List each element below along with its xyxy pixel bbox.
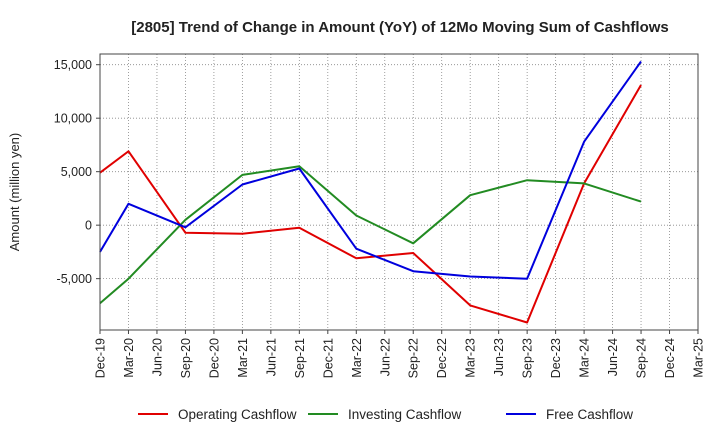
chart-title: [2805] Trend of Change in Amount (YoY) o…: [131, 19, 669, 36]
x-tick-label: Mar-20: [122, 338, 136, 378]
y-tick-label: 10,000: [54, 112, 92, 126]
x-tick-label: Mar-23: [464, 338, 478, 378]
legend-label: Operating Cashflow: [178, 407, 297, 422]
legend-label: Investing Cashflow: [348, 407, 462, 422]
x-tick-label: Sep-22: [407, 338, 421, 378]
x-tick-label: Sep-23: [521, 338, 535, 378]
x-tick-label: Jun-21: [264, 338, 278, 376]
x-tick-label: Dec-24: [663, 338, 677, 378]
y-tick-label: 0: [85, 219, 92, 233]
x-tick-label: Jun-20: [150, 338, 164, 376]
x-tick-label: Dec-22: [435, 338, 449, 378]
x-tick-label: Mar-25: [692, 338, 706, 378]
x-tick-label: Jun-24: [606, 338, 620, 376]
plot-area: [99, 60, 642, 324]
series-line-investing-cashflow: [99, 165, 642, 305]
x-tick-label: Jun-22: [378, 338, 392, 376]
x-tick-label: Dec-23: [549, 338, 563, 378]
x-tick-label: Jun-23: [492, 338, 506, 376]
series-line-free-cashflow: [99, 60, 642, 280]
legend: Operating Cashflow Investing Cashflow Free…: [138, 407, 633, 422]
x-tick-label: Mar-24: [578, 338, 592, 378]
y-tick-label: 5,000: [61, 165, 92, 179]
y-axis-label: Amount (million yen): [7, 133, 22, 252]
x-tick-label: Dec-21: [321, 338, 335, 378]
legend-label: Free Cashflow: [546, 407, 633, 422]
x-axis-ticks: Dec-19 Mar-20 Jun-20 Sep-20 Dec-20 Mar-21 Jun-…: [94, 330, 706, 378]
y-tick-label: 15,000: [54, 58, 92, 72]
legend-item-operating-cashflow: Operating Cashflow: [138, 407, 297, 422]
x-tick-label: Mar-22: [350, 338, 364, 378]
legend-item-investing-cashflow: Investing Cashflow: [308, 407, 462, 422]
x-tick-label: Sep-24: [635, 338, 649, 378]
series-line-operating-cashflow: [99, 84, 642, 324]
x-tick-label: Dec-20: [207, 338, 221, 378]
x-tick-label: Dec-19: [94, 338, 108, 378]
x-tick-label: Sep-21: [293, 338, 307, 378]
plot-frame: [99, 53, 699, 331]
x-tick-label: Sep-20: [179, 338, 193, 378]
y-axis-ticks: 15,000 10,000 5,000 0 -5,000: [54, 58, 100, 286]
y-tick-label: -5,000: [57, 272, 92, 286]
x-tick-label: Mar-21: [236, 338, 250, 378]
legend-item-free-cashflow: Free Cashflow: [506, 407, 633, 422]
